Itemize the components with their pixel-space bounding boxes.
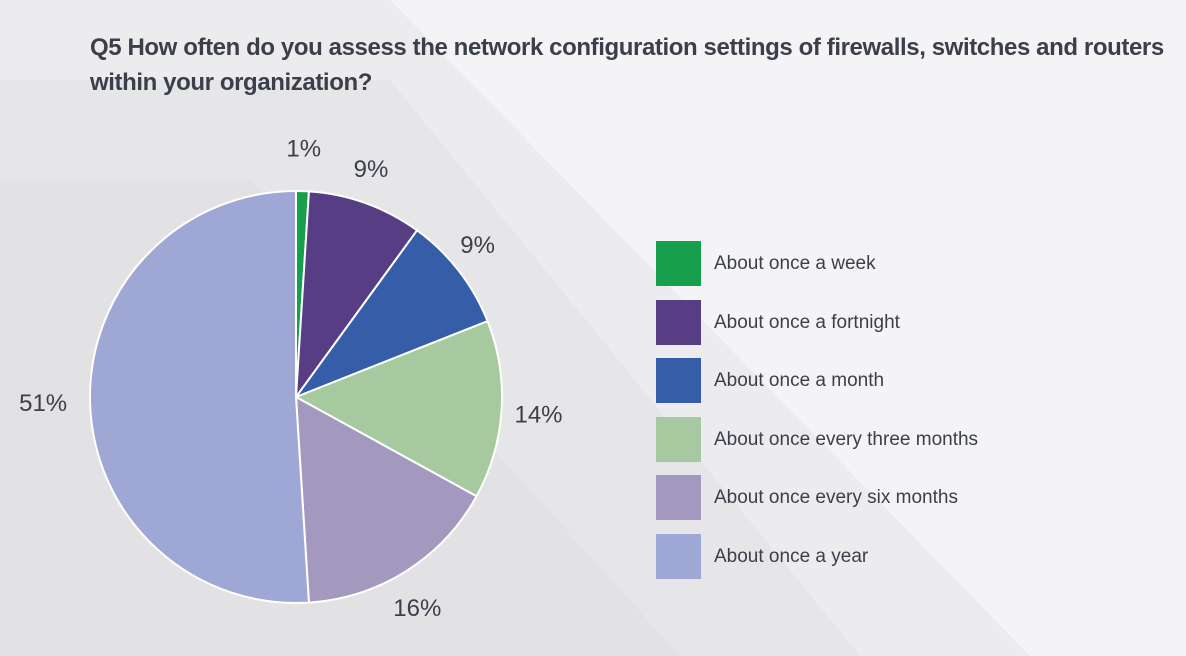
pie-data-label: 9% [460,232,495,259]
legend-swatch [656,241,701,286]
pie-data-label: 1% [286,135,321,162]
legend-label: About once a fortnight [714,311,900,333]
legend-label: About once every three months [714,428,979,450]
pie-data-label: 9% [354,156,389,183]
legend-label: About once a year [714,545,869,567]
legend-label: About once a month [714,370,885,392]
pie-data-label: 16% [393,595,441,622]
legend-swatch [656,416,701,462]
pie-data-label: 14% [514,402,562,429]
pie-slice [293,228,489,400]
pie-labels: 1% 9% 9% 14% 16% 51% [19,135,562,622]
pie-slice [89,189,310,604]
pie-slice [294,395,478,604]
legend-label: About once every six months [714,487,958,509]
legend-swatch [656,475,701,521]
legend-label: About once a week [714,253,876,274]
pie-slices [89,189,503,604]
legend-swatch [656,299,701,345]
legend-swatch [656,358,701,404]
pie-slice [294,190,419,401]
pie-slice [293,319,503,498]
chart-title: Q5 How often do you assess the network c… [90,34,1164,96]
legend-swatch [656,533,701,579]
pie-data-label: 51% [19,390,67,417]
